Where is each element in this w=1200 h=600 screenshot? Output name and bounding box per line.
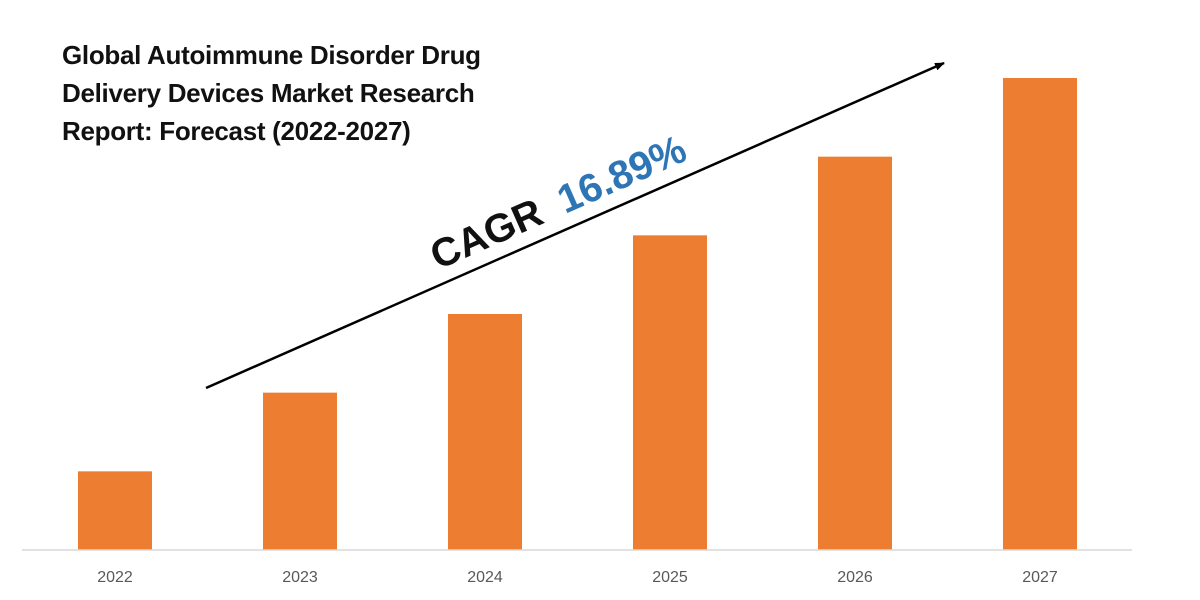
trend-arrow bbox=[205, 61, 945, 390]
bar-2026 bbox=[818, 156, 892, 550]
tick-label-2024: 2024 bbox=[467, 569, 503, 586]
tick-label-2025: 2025 bbox=[652, 569, 688, 586]
tick-label-2022: 2022 bbox=[97, 569, 133, 586]
tick-label-2027: 2027 bbox=[1022, 569, 1058, 586]
x-axis-tick-labels: 2022 2023 2024 2025 2026 2027 bbox=[97, 569, 1058, 586]
chart-title-line-2: Delivery Devices Market Research bbox=[62, 78, 475, 108]
bar-group bbox=[78, 78, 1077, 551]
chart-title-line-1: Global Autoimmune Disorder Drug bbox=[62, 40, 481, 70]
chart-title: Global Autoimmune Disorder Drug Delivery… bbox=[62, 36, 562, 150]
cagr-value: 16.89% bbox=[551, 127, 693, 222]
tick-label-2026: 2026 bbox=[837, 569, 873, 586]
bar-2022 bbox=[78, 471, 152, 550]
bar-2027 bbox=[1003, 78, 1077, 550]
bar-2024 bbox=[448, 314, 522, 550]
chart-title-line-3: Report: Forecast (2022-2027) bbox=[62, 116, 411, 146]
bar-2025 bbox=[633, 235, 707, 551]
tick-label-2023: 2023 bbox=[282, 569, 318, 586]
bar-2023 bbox=[263, 392, 337, 550]
